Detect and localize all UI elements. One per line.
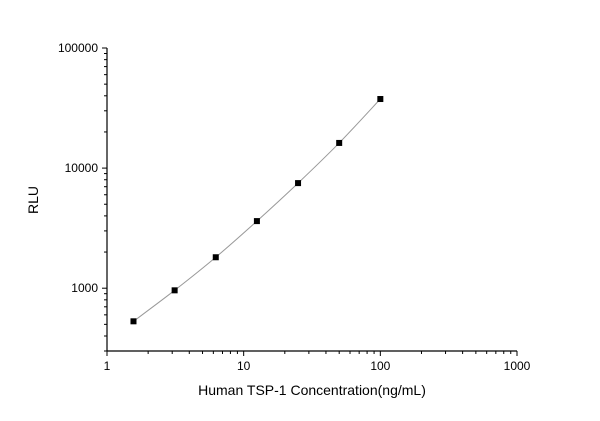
data-point [377,96,384,103]
y-axis-label: RLU [25,186,41,214]
data-point [171,287,178,294]
x-axis-label: Human TSP-1 Concentration(ng/mL) [198,382,426,398]
x-tick-label: 1 [104,359,111,373]
y-tick-label: 100000 [58,41,98,55]
y-tick-label: 10000 [65,161,99,175]
y-tick-label: 1000 [71,281,98,295]
x-tick-label: 1000 [504,359,531,373]
data-point [295,180,302,187]
fit-curve [133,98,381,322]
x-tick-label: 100 [370,359,390,373]
data-point [130,318,137,325]
x-tick-label: 10 [237,359,251,373]
data-point [336,139,343,146]
data-point [212,254,219,261]
data-point [253,218,260,225]
